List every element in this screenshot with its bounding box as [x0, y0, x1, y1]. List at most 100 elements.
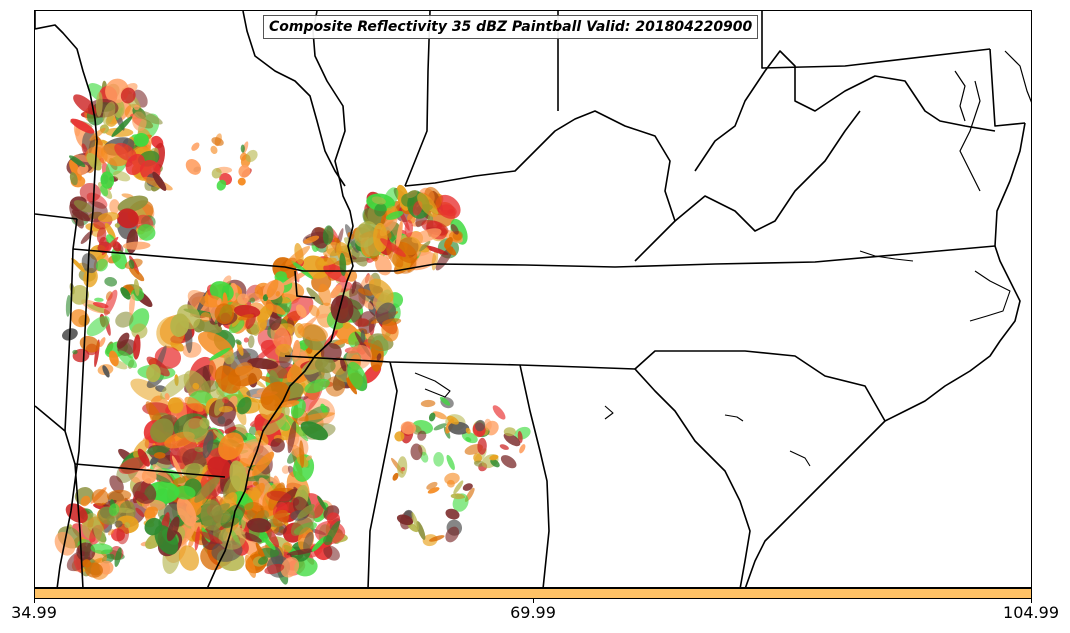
reflectivity-blob	[275, 343, 293, 357]
reflectivity-blob	[108, 350, 119, 367]
reflectivity-blob	[211, 167, 222, 179]
reflectivity-blob	[244, 554, 257, 579]
reflectivity-blob	[73, 94, 97, 115]
reflectivity-blob	[131, 323, 148, 339]
reflectivity-blob	[210, 145, 218, 154]
reflectivity-blob	[299, 440, 305, 469]
reflectivity-blob	[135, 507, 145, 518]
reflectivity-blob	[245, 149, 258, 163]
reflectivity-blob	[194, 446, 204, 453]
reflectivity-blob	[264, 563, 285, 575]
reflectivity-blob	[167, 397, 184, 414]
reflectivity-blob	[69, 172, 78, 186]
reflectivity-blob	[450, 224, 459, 235]
reflectivity-blob	[445, 526, 460, 543]
reflectivity-blob	[272, 509, 290, 527]
reflectivity-blob	[185, 158, 202, 175]
reflectivity-blob	[114, 142, 137, 162]
reflectivity-blob	[100, 185, 109, 197]
reflectivity-blob	[280, 400, 300, 408]
reflectivity-blob	[73, 200, 93, 213]
reflectivity-blob	[400, 466, 406, 472]
map-title: Composite Reflectivity 35 dBZ Paintball …	[263, 15, 759, 39]
reflectivity-blob	[220, 504, 245, 529]
reflectivity-blob	[153, 452, 166, 459]
reflectivity-blob	[303, 235, 320, 244]
reflectivity-blob	[285, 415, 309, 442]
reflectivity-blob	[363, 341, 383, 351]
reflectivity-blob	[382, 318, 402, 326]
reflectivity-blob	[411, 228, 442, 244]
reflectivity-blob	[218, 526, 246, 550]
reflectivity-blob	[133, 104, 140, 111]
reflectivity-blob	[144, 506, 159, 519]
reflectivity-blob	[465, 427, 471, 434]
reflectivity-blob	[323, 535, 333, 546]
reflectivity-blob	[239, 152, 248, 161]
reflectivity-blob	[97, 212, 119, 223]
reflectivity-blob	[202, 431, 214, 459]
reflectivity-blob	[152, 171, 167, 191]
reflectivity-blob	[446, 415, 459, 425]
reflectivity-blob	[306, 455, 312, 461]
reflectivity-blob	[333, 338, 348, 346]
reflectivity-blob	[200, 499, 224, 531]
reflectivity-blob	[444, 472, 460, 485]
colorbar-tick-mid: 69.99	[510, 603, 556, 622]
reflectivity-blob	[308, 304, 320, 317]
reflectivity-blob	[217, 416, 226, 425]
reflectivity-blob	[109, 199, 120, 214]
reflectivity-blob	[109, 475, 124, 494]
colorbar-tick-mark-min	[34, 599, 35, 603]
reflectivity-blob	[247, 335, 255, 348]
reflectivity-blob	[285, 245, 311, 266]
reflectivity-blob	[236, 340, 244, 356]
reflectivity-blob	[65, 294, 71, 317]
reflectivity-blob	[417, 430, 427, 441]
reflectivity-blob	[216, 179, 227, 191]
reflectivity-blob	[286, 548, 317, 556]
reflectivity-blob	[400, 421, 417, 435]
reflectivity-blob	[133, 439, 150, 458]
reflectivity-blob	[503, 427, 516, 437]
reflectivity-blob	[323, 254, 328, 262]
reflectivity-blob	[216, 298, 222, 306]
colorbar	[34, 588, 1032, 599]
reflectivity-blob	[246, 518, 272, 533]
reflectivity-blob	[238, 164, 251, 178]
reflectivity-blob	[247, 358, 279, 370]
reflectivity-blob	[489, 454, 499, 461]
reflectivity-blob	[89, 127, 106, 141]
reflectivity-blob	[124, 522, 131, 529]
reflectivity-blob	[303, 531, 314, 552]
state-borders-layer	[35, 11, 1031, 587]
reflectivity-blob	[79, 182, 101, 203]
reflectivity-blob	[160, 373, 190, 400]
reflectivity-blob	[322, 225, 334, 245]
reflectivity-blob	[95, 91, 103, 117]
reflectivity-blob	[133, 278, 140, 296]
reflectivity-blob	[281, 542, 293, 553]
reflectivity-blob	[72, 349, 78, 355]
reflectivity-blob	[397, 456, 408, 478]
reflectivity-blob	[292, 339, 301, 360]
reflectivity-blob	[270, 438, 285, 453]
reflectivity-blob	[411, 512, 419, 531]
reflectivity-blob	[253, 481, 258, 486]
reflectivity-blob	[255, 542, 266, 560]
reflectivity-blob	[71, 258, 86, 273]
reflectivity-blob	[184, 396, 204, 412]
reflectivity-blob	[104, 277, 118, 287]
reflectivity-blob	[69, 159, 82, 181]
reflectivity-blob	[85, 562, 103, 578]
reflectivity-blob	[330, 295, 354, 324]
reflectivity-blob	[240, 144, 245, 153]
reflectivity-blob	[243, 337, 249, 343]
reflectivity-blob	[266, 279, 279, 298]
reflectivity-blob	[465, 437, 472, 442]
reflectivity-blob	[70, 285, 90, 305]
reflectivity-blob	[445, 508, 460, 520]
reflectivity-blob	[129, 267, 145, 282]
reflectivity-blob	[392, 472, 399, 481]
reflectivity-blob	[199, 531, 223, 545]
